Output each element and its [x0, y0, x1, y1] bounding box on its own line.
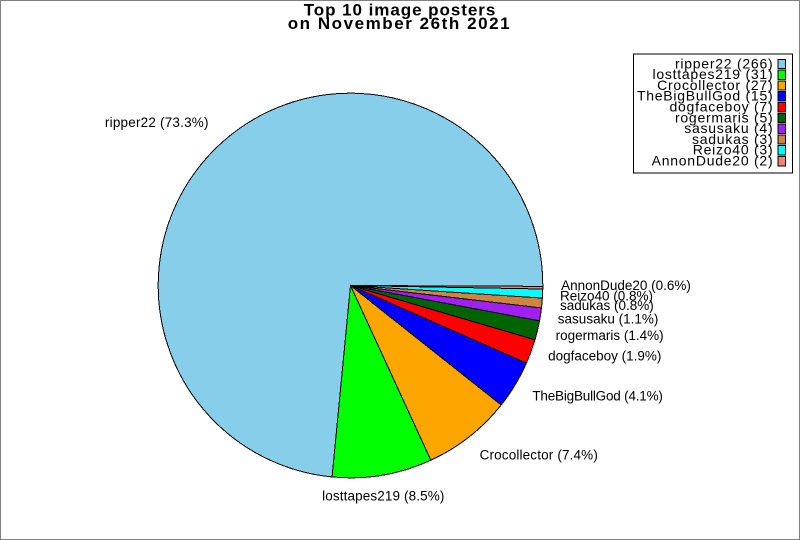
svg-text:losttapes219 (31): losttapes219 (31)	[652, 66, 773, 82]
svg-text:rogermaris (5): rogermaris (5)	[675, 109, 773, 125]
svg-text:rogermaris (1.4%): rogermaris (1.4%)	[556, 328, 664, 343]
svg-text:Reizo40 (0.8%): Reizo40 (0.8%)	[560, 288, 653, 303]
svg-text:sadukas (0.8%): sadukas (0.8%)	[560, 298, 654, 313]
svg-text:ripper22 (266): ripper22 (266)	[675, 55, 773, 71]
svg-text:losttapes219 (8.5%): losttapes219 (8.5%)	[322, 489, 444, 504]
svg-text:Top 10 image posters: Top 10 image posters	[304, 1, 497, 20]
svg-text:sadukas (3): sadukas (3)	[692, 131, 773, 147]
svg-text:TheBigBullGod (15): TheBigBullGod (15)	[637, 88, 773, 104]
svg-text:sasusaku (4): sasusaku (4)	[684, 120, 773, 136]
svg-text:dogfaceboy (1.9%): dogfaceboy (1.9%)	[548, 349, 661, 364]
svg-text:Crocollector (7.4%): Crocollector (7.4%)	[480, 447, 598, 462]
svg-text:TheBigBullGod (4.1%): TheBigBullGod (4.1%)	[532, 388, 662, 403]
svg-text:sasusaku (1.1%): sasusaku (1.1%)	[558, 312, 659, 327]
svg-text:AnnonDude20 (0.6%): AnnonDude20 (0.6%)	[561, 278, 691, 293]
svg-text:AnnonDude20 (2): AnnonDude20 (2)	[652, 153, 774, 169]
svg-text:Reizo40 (3): Reizo40 (3)	[693, 142, 774, 158]
svg-text:ripper22 (73.3%): ripper22 (73.3%)	[105, 115, 209, 130]
svg-text:dogfaceboy (7): dogfaceboy (7)	[669, 99, 773, 115]
svg-text:on November 26th 2021: on November 26th 2021	[288, 14, 511, 33]
svg-text:Crocollector (27): Crocollector (27)	[657, 77, 773, 93]
